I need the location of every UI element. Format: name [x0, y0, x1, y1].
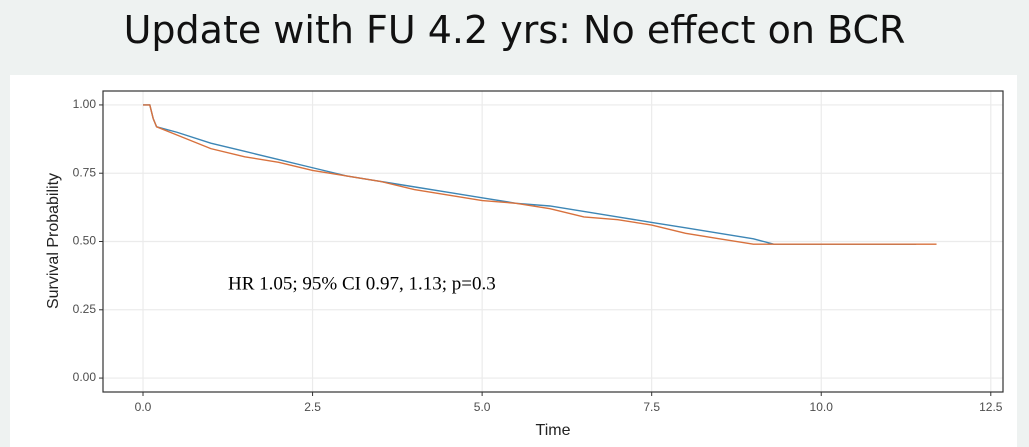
y-tick-label: 0.25: [73, 302, 97, 316]
y-axis-label: Survival Probability: [45, 173, 62, 309]
chart-panel: [10, 75, 1017, 447]
survival-curve: [143, 104, 917, 245]
plot-border: [102, 90, 1004, 393]
survival-curve: [143, 104, 937, 245]
x-tick-label: 5.0: [474, 400, 491, 414]
y-tick-label: 0.00: [73, 370, 97, 384]
x-tick-label: 10.0: [810, 400, 834, 414]
slide-title: Update with FU 4.2 yrs: No effect on BCR: [123, 8, 906, 52]
x-tick-label: 7.5: [643, 400, 660, 414]
x-axis-label: Time: [536, 422, 571, 439]
x-tick-label: 2.5: [304, 400, 321, 414]
annotation: HR 1.05; 95% CI 0.97, 1.13; p=0.3: [228, 273, 496, 294]
x-tick-label: 0.0: [135, 400, 152, 414]
chart: Time Survival Probability 0.00 0.25 0.50 0.…: [10, 75, 1017, 447]
y-tick-label: 0.50: [73, 234, 97, 248]
y-tick-label: 0.75: [73, 165, 97, 179]
x-tick-label: 12.5: [979, 400, 1003, 414]
y-tick-label: 1.00: [73, 97, 97, 111]
